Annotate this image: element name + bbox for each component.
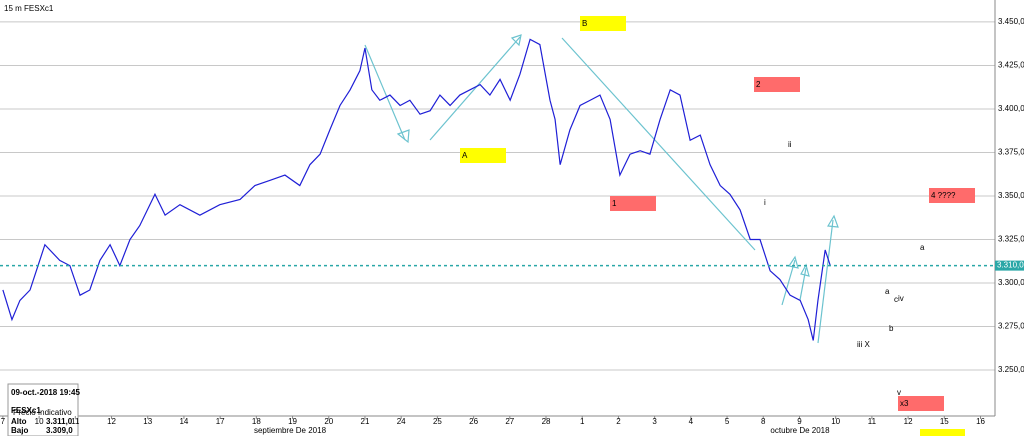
x-tick-label: 24 <box>397 417 406 426</box>
x-tick-label: 10 <box>35 417 44 426</box>
y-tick-label: 3.275,0 <box>998 322 1024 331</box>
x-tick-label: 12 <box>107 417 116 426</box>
x-tick-label: 27 <box>505 417 514 426</box>
x-tick-label: 1 <box>580 417 585 426</box>
month-label: septiembre De 2018 <box>254 426 327 435</box>
annotation-label: iv <box>898 294 904 303</box>
x-tick-label: 13 <box>143 417 152 426</box>
info-high-label: Alto <box>11 417 27 426</box>
wave-arrow <box>429 36 521 141</box>
month-label: octubre De 2018 <box>770 426 830 435</box>
annotation-label: b <box>889 324 894 333</box>
annotation-box <box>580 16 626 31</box>
chart-title: 15 m FESXc1 <box>4 4 54 13</box>
x-tick-label: 17 <box>216 417 225 426</box>
current-price-label: 3.310,0 <box>997 261 1024 270</box>
annotation-box <box>929 188 975 203</box>
arrow-head <box>826 214 839 228</box>
info-note: Precio Indicativo <box>13 408 72 417</box>
x-tick-label: 21 <box>361 417 370 426</box>
info-box: 09-oct.-2018 19:45 FESXc1 Precio Indicat… <box>7 383 80 436</box>
arrow-head <box>510 34 522 47</box>
arrow-head <box>800 263 810 277</box>
annotation-label: 1 <box>612 199 617 208</box>
x-tick-label: 16 <box>976 417 985 426</box>
x-tick-label: 9 <box>797 417 802 426</box>
annotation-label: A <box>462 151 468 160</box>
y-tick-label: 3.425,0 <box>998 61 1024 70</box>
annotation-label: 2 <box>756 80 761 89</box>
info-low: 3.309,0 <box>46 426 73 435</box>
price-line-series <box>2 38 831 341</box>
wave-arrow <box>799 267 807 301</box>
x-tick-label: 15 <box>940 417 949 426</box>
y-tick-label: 3.250,0 <box>998 365 1024 374</box>
wave-arrow <box>817 219 834 344</box>
annotation-box <box>754 77 800 92</box>
x-tick-label: 4 <box>689 417 694 426</box>
x-tick-label: 11 <box>71 417 80 426</box>
annotation-box <box>898 396 944 411</box>
arrows <box>364 34 839 344</box>
y-tick-label: 3.325,0 <box>998 235 1024 244</box>
info-date: 09-oct.-2018 19:45 <box>11 388 80 397</box>
annotation-label: ii <box>788 140 792 149</box>
annotation-label: a <box>885 287 890 296</box>
annotation-label: a <box>920 243 925 252</box>
y-tick-label: 3.450,0 <box>998 17 1024 26</box>
wave-arrow <box>781 259 796 306</box>
info-symbol: FESXc1 <box>11 406 41 415</box>
x-tick-label: 12 <box>904 417 913 426</box>
cut-box <box>920 429 965 436</box>
x-tick-label: 26 <box>469 417 478 426</box>
current-price-box <box>995 260 1024 271</box>
annotation-label: i <box>764 198 766 207</box>
annotation-label: 4 ???? <box>931 191 956 200</box>
arrow-head <box>396 129 410 144</box>
annotation-label: c <box>894 295 898 304</box>
x-tick-label: 2 <box>616 417 621 426</box>
x-tick-label: 7 <box>1 417 6 426</box>
annotation-label: B <box>582 19 587 28</box>
x-tick-label: 10 <box>831 417 840 426</box>
wave-arrow <box>561 37 756 251</box>
x-tick-label: 8 <box>761 417 766 426</box>
x-tick-label: 19 <box>288 417 297 426</box>
x-tick-label: 20 <box>324 417 333 426</box>
annotation-label: x3 <box>900 399 909 408</box>
x-tick-label: 18 <box>252 417 261 426</box>
y-tick-label: 3.300,0 <box>998 278 1024 287</box>
x-tick-label: 28 <box>542 417 551 426</box>
annotation-box <box>460 148 506 163</box>
x-tick-label: 5 <box>725 417 730 426</box>
annotation-box <box>610 196 656 211</box>
y-tick-label: 3.400,0 <box>998 104 1024 113</box>
x-tick-label: 14 <box>179 417 188 426</box>
y-tick-label: 3.375,0 <box>998 148 1024 157</box>
y-axis-band <box>995 0 1024 436</box>
info-low-label: Bajo <box>11 426 28 435</box>
info-frame <box>7 383 79 436</box>
x-tick-label: 25 <box>433 417 442 426</box>
arrow-head <box>788 255 799 269</box>
x-tick-label: 3 <box>652 417 657 426</box>
info-high: 3.311,0 <box>46 417 73 426</box>
wave-arrow <box>364 44 406 141</box>
annotation-label: iii X <box>857 340 871 349</box>
x-tick-label: 11 <box>868 417 877 426</box>
y-tick-label: 3.350,0 <box>998 191 1024 200</box>
annotation-label: v <box>897 388 901 397</box>
